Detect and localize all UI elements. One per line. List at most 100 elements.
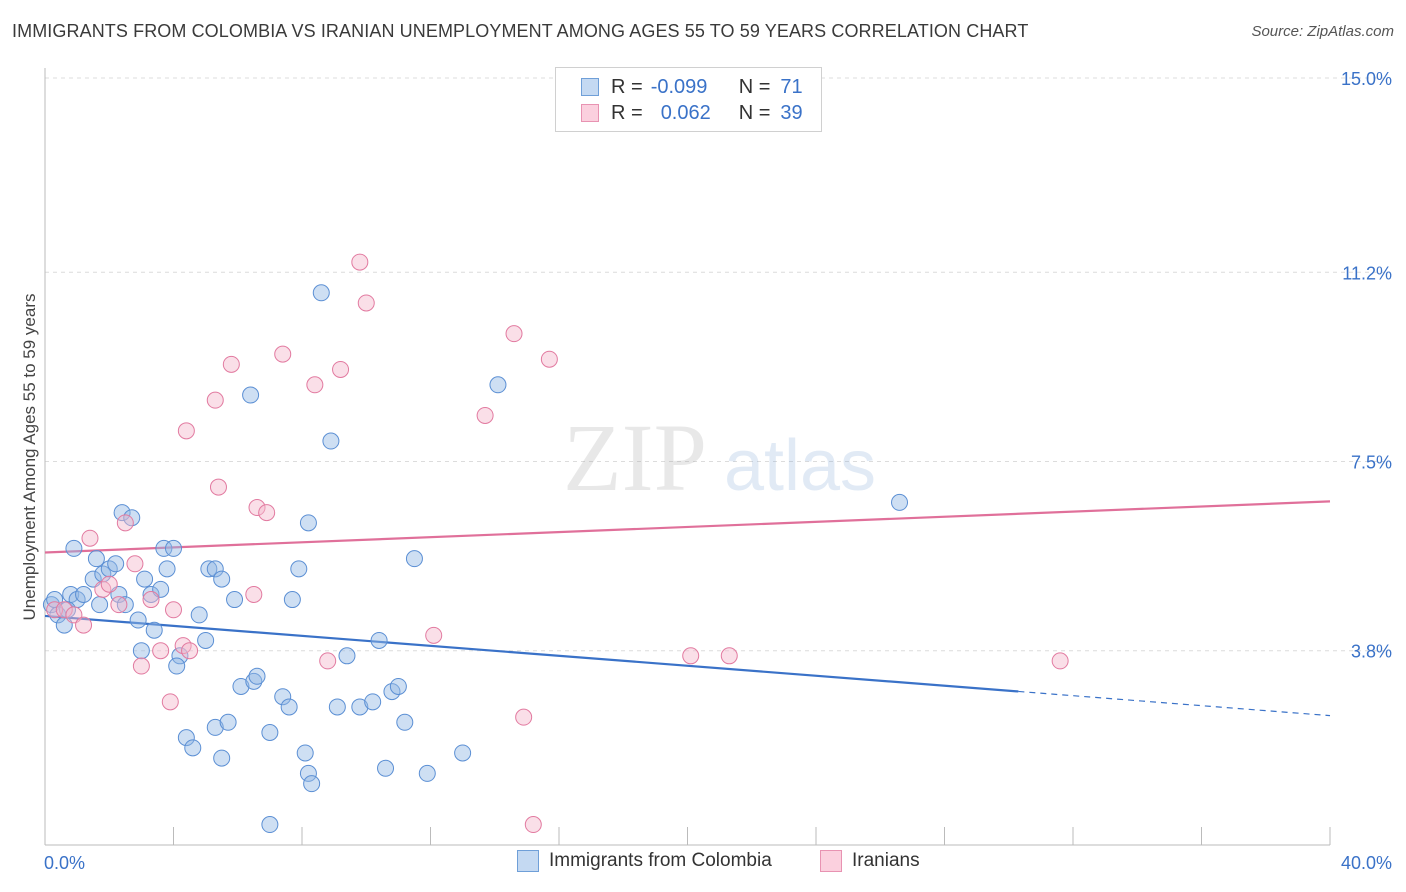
point-colombia bbox=[132, 642, 150, 660]
point-colombia bbox=[165, 539, 182, 557]
point-colombia bbox=[283, 591, 301, 609]
axes bbox=[44, 68, 1331, 846]
point-colombia bbox=[113, 504, 131, 522]
point-iranians bbox=[177, 422, 195, 440]
point-colombia bbox=[418, 764, 436, 782]
point-colombia bbox=[116, 596, 134, 614]
point-iranians bbox=[206, 391, 224, 409]
point-colombia bbox=[364, 693, 382, 711]
point-colombia bbox=[389, 677, 407, 695]
trend-line-colombia bbox=[44, 614, 1019, 693]
point-colombia bbox=[303, 775, 321, 793]
bottom-legend-label: Immigrants from Colombia bbox=[549, 850, 772, 871]
point-colombia bbox=[206, 718, 224, 736]
watermark: ZIP atlas bbox=[563, 404, 876, 511]
point-colombia bbox=[274, 688, 292, 706]
point-colombia bbox=[405, 550, 423, 568]
point-colombia bbox=[312, 284, 330, 302]
point-colombia bbox=[261, 724, 279, 742]
legend-swatch-colombia bbox=[581, 78, 599, 96]
x-tick-label: 40.0% bbox=[1341, 853, 1392, 873]
legend-n-value: 39 bbox=[780, 101, 803, 124]
point-iranians bbox=[116, 514, 134, 532]
point-colombia bbox=[213, 570, 231, 588]
point-colombia bbox=[107, 555, 125, 573]
y-tick-label: 3.8% bbox=[1351, 642, 1392, 662]
legend-row-colombia: R = -0.099 N = 71 bbox=[556, 74, 803, 100]
point-colombia bbox=[328, 698, 346, 716]
chart-title: IMMIGRANTS FROM COLOMBIA VS IRANIAN UNEM… bbox=[12, 21, 1029, 41]
point-colombia bbox=[65, 539, 83, 557]
point-colombia bbox=[219, 713, 237, 731]
point-colombia bbox=[200, 560, 218, 578]
point-iranians bbox=[540, 350, 558, 368]
point-iranians bbox=[165, 601, 182, 619]
point-iranians bbox=[351, 253, 369, 271]
point-iranians bbox=[152, 642, 170, 660]
data-points bbox=[42, 253, 1069, 834]
point-colombia bbox=[155, 539, 173, 557]
point-colombia bbox=[370, 631, 388, 649]
point-colombia bbox=[168, 657, 186, 675]
point-colombia bbox=[248, 667, 266, 685]
trend-lines bbox=[44, 500, 1331, 717]
point-iranians bbox=[248, 499, 266, 517]
point-colombia bbox=[299, 514, 317, 532]
point-colombia bbox=[489, 376, 507, 394]
point-colombia bbox=[338, 647, 356, 665]
point-iranians bbox=[81, 529, 99, 547]
point-iranians bbox=[524, 816, 542, 834]
point-iranians bbox=[132, 657, 150, 675]
y-tick-label: 11.2% bbox=[1342, 263, 1392, 283]
point-colombia bbox=[158, 560, 176, 578]
point-colombia bbox=[280, 698, 298, 716]
point-colombia bbox=[184, 739, 202, 757]
point-iranians bbox=[306, 376, 324, 394]
point-colombia bbox=[226, 591, 244, 609]
point-iranians bbox=[161, 693, 179, 711]
legend-n-label: N = bbox=[738, 101, 771, 124]
point-colombia bbox=[245, 672, 263, 690]
point-colombia bbox=[213, 749, 231, 767]
x-tick-label: 0.0% bbox=[44, 853, 85, 873]
legend-row-iranians: R = 0.062 N = 39 bbox=[556, 100, 803, 126]
point-iranians bbox=[425, 626, 443, 644]
point-iranians bbox=[126, 555, 144, 573]
point-colombia bbox=[145, 621, 163, 639]
correlation-legend: R = -0.099 N = 71 R = 0.062 N = 39 bbox=[555, 67, 822, 132]
y-axis-label: Unemployment Among Ages 55 to 59 years bbox=[20, 294, 39, 621]
bottom-legend-label: Iranians bbox=[852, 850, 920, 871]
point-colombia bbox=[299, 764, 317, 782]
point-iranians bbox=[258, 504, 276, 522]
point-iranians bbox=[720, 647, 738, 665]
bottom-legend-iranians: Iranians bbox=[820, 850, 920, 872]
point-colombia bbox=[171, 647, 189, 665]
bottom-swatch-iranians bbox=[820, 850, 842, 872]
point-colombia bbox=[322, 432, 340, 450]
point-iranians bbox=[274, 345, 292, 363]
legend-swatch-iranians bbox=[581, 104, 599, 122]
point-iranians bbox=[55, 601, 73, 619]
point-colombia bbox=[290, 560, 308, 578]
legend-n-value: 71 bbox=[780, 75, 803, 98]
point-colombia bbox=[190, 606, 208, 624]
tick-labels: 3.8% 7.5% 11.2% 15.0% 0.0% 40.0% bbox=[44, 69, 1392, 873]
trend-line-iranians bbox=[44, 500, 1331, 554]
point-iranians bbox=[245, 585, 263, 603]
point-colombia bbox=[91, 596, 109, 614]
source-credit: Source: ZipAtlas.com bbox=[1251, 23, 1394, 40]
legend-n-label: N = bbox=[738, 75, 771, 98]
watermark-atlas: atlas bbox=[724, 426, 876, 506]
point-colombia bbox=[296, 744, 314, 762]
point-colombia bbox=[377, 759, 395, 777]
point-iranians bbox=[46, 601, 64, 619]
legend-r-value: 0.062 bbox=[660, 101, 711, 124]
bottom-legend-colombia: Immigrants from Colombia bbox=[517, 850, 772, 872]
point-colombia bbox=[206, 560, 224, 578]
legend-r-label: R = bbox=[611, 101, 643, 124]
y-tick-label: 15.0% bbox=[1341, 69, 1392, 89]
point-iranians bbox=[209, 478, 227, 496]
point-iranians bbox=[319, 652, 337, 670]
point-iranians bbox=[332, 360, 350, 378]
